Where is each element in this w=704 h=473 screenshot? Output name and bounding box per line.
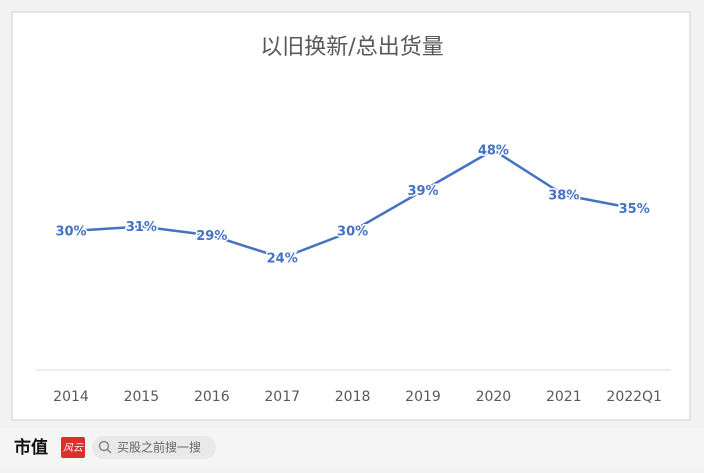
data-label: 35% — [619, 202, 650, 217]
x-tick-label: 2021 — [546, 389, 582, 405]
data-label: 38% — [548, 189, 579, 204]
data-label: 39% — [407, 184, 438, 199]
search-icon — [98, 440, 110, 452]
x-tick-label: 2017 — [264, 389, 300, 405]
brand-badge-bg — [61, 437, 85, 458]
line — [70, 148, 635, 260]
search-text[interactable]: 买股之前搜一搜 — [117, 440, 201, 455]
x-tick-label: 2014 — [53, 389, 89, 405]
chart-title: 以旧换新/总出货量 — [260, 35, 443, 60]
search-box[interactable] — [92, 436, 216, 459]
data-label: 48% — [478, 144, 509, 159]
brand: 市值 — [14, 437, 48, 458]
x-tick-label: 2018 — [335, 389, 371, 405]
x-tick-label: 2020 — [476, 389, 512, 405]
chart-frame — [11, 11, 691, 421]
x-tick-label: 2022Q1 — [606, 389, 662, 405]
x-tick-label: 2019 — [405, 389, 441, 405]
data-label: 24% — [267, 252, 298, 267]
brand-badge: 风云 — [63, 443, 84, 454]
data-label: 30% — [55, 225, 86, 240]
x-tick-label: 2016 — [194, 389, 230, 405]
data-label: 30% — [337, 225, 368, 240]
data-label: 31% — [126, 220, 157, 235]
x-tick-label: 2015 — [124, 389, 160, 405]
data-label: 29% — [196, 229, 227, 244]
search-icon-handle — [106, 448, 112, 454]
